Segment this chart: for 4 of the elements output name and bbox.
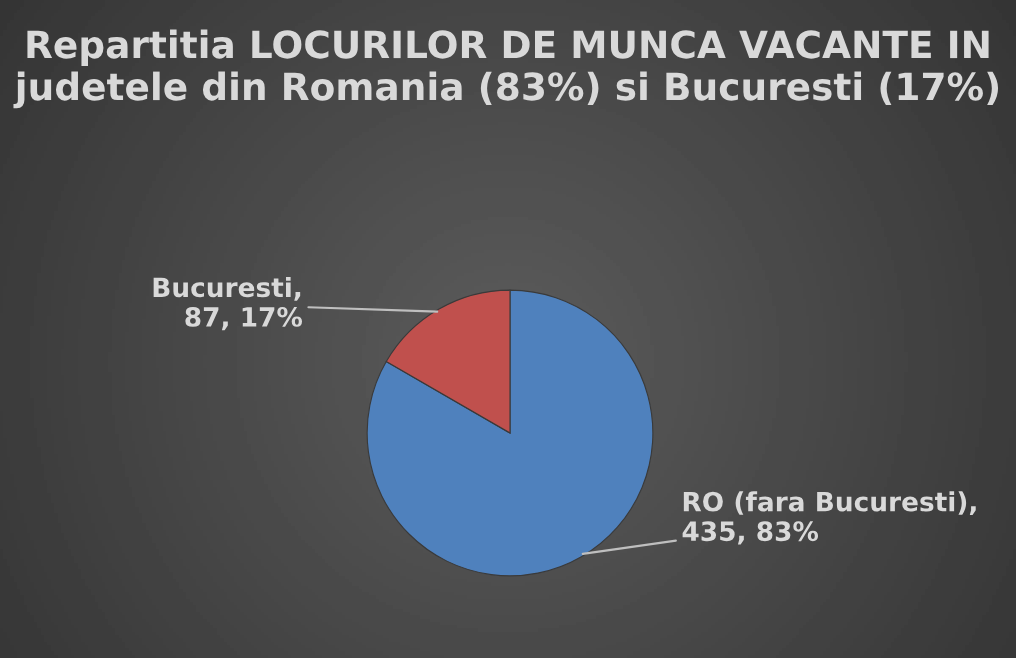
slice-label: RO (fara Bucuresti), 435, 83% [682,491,976,545]
slice-label: Bucuresti, 87, 17% [153,276,303,331]
pie-slice [366,289,654,577]
chart-title: Repartitia LOCURILOR DE MUNCA VACANTE IN judetele din Romania (83%) si Bucuresti (17%) [13,29,999,109]
